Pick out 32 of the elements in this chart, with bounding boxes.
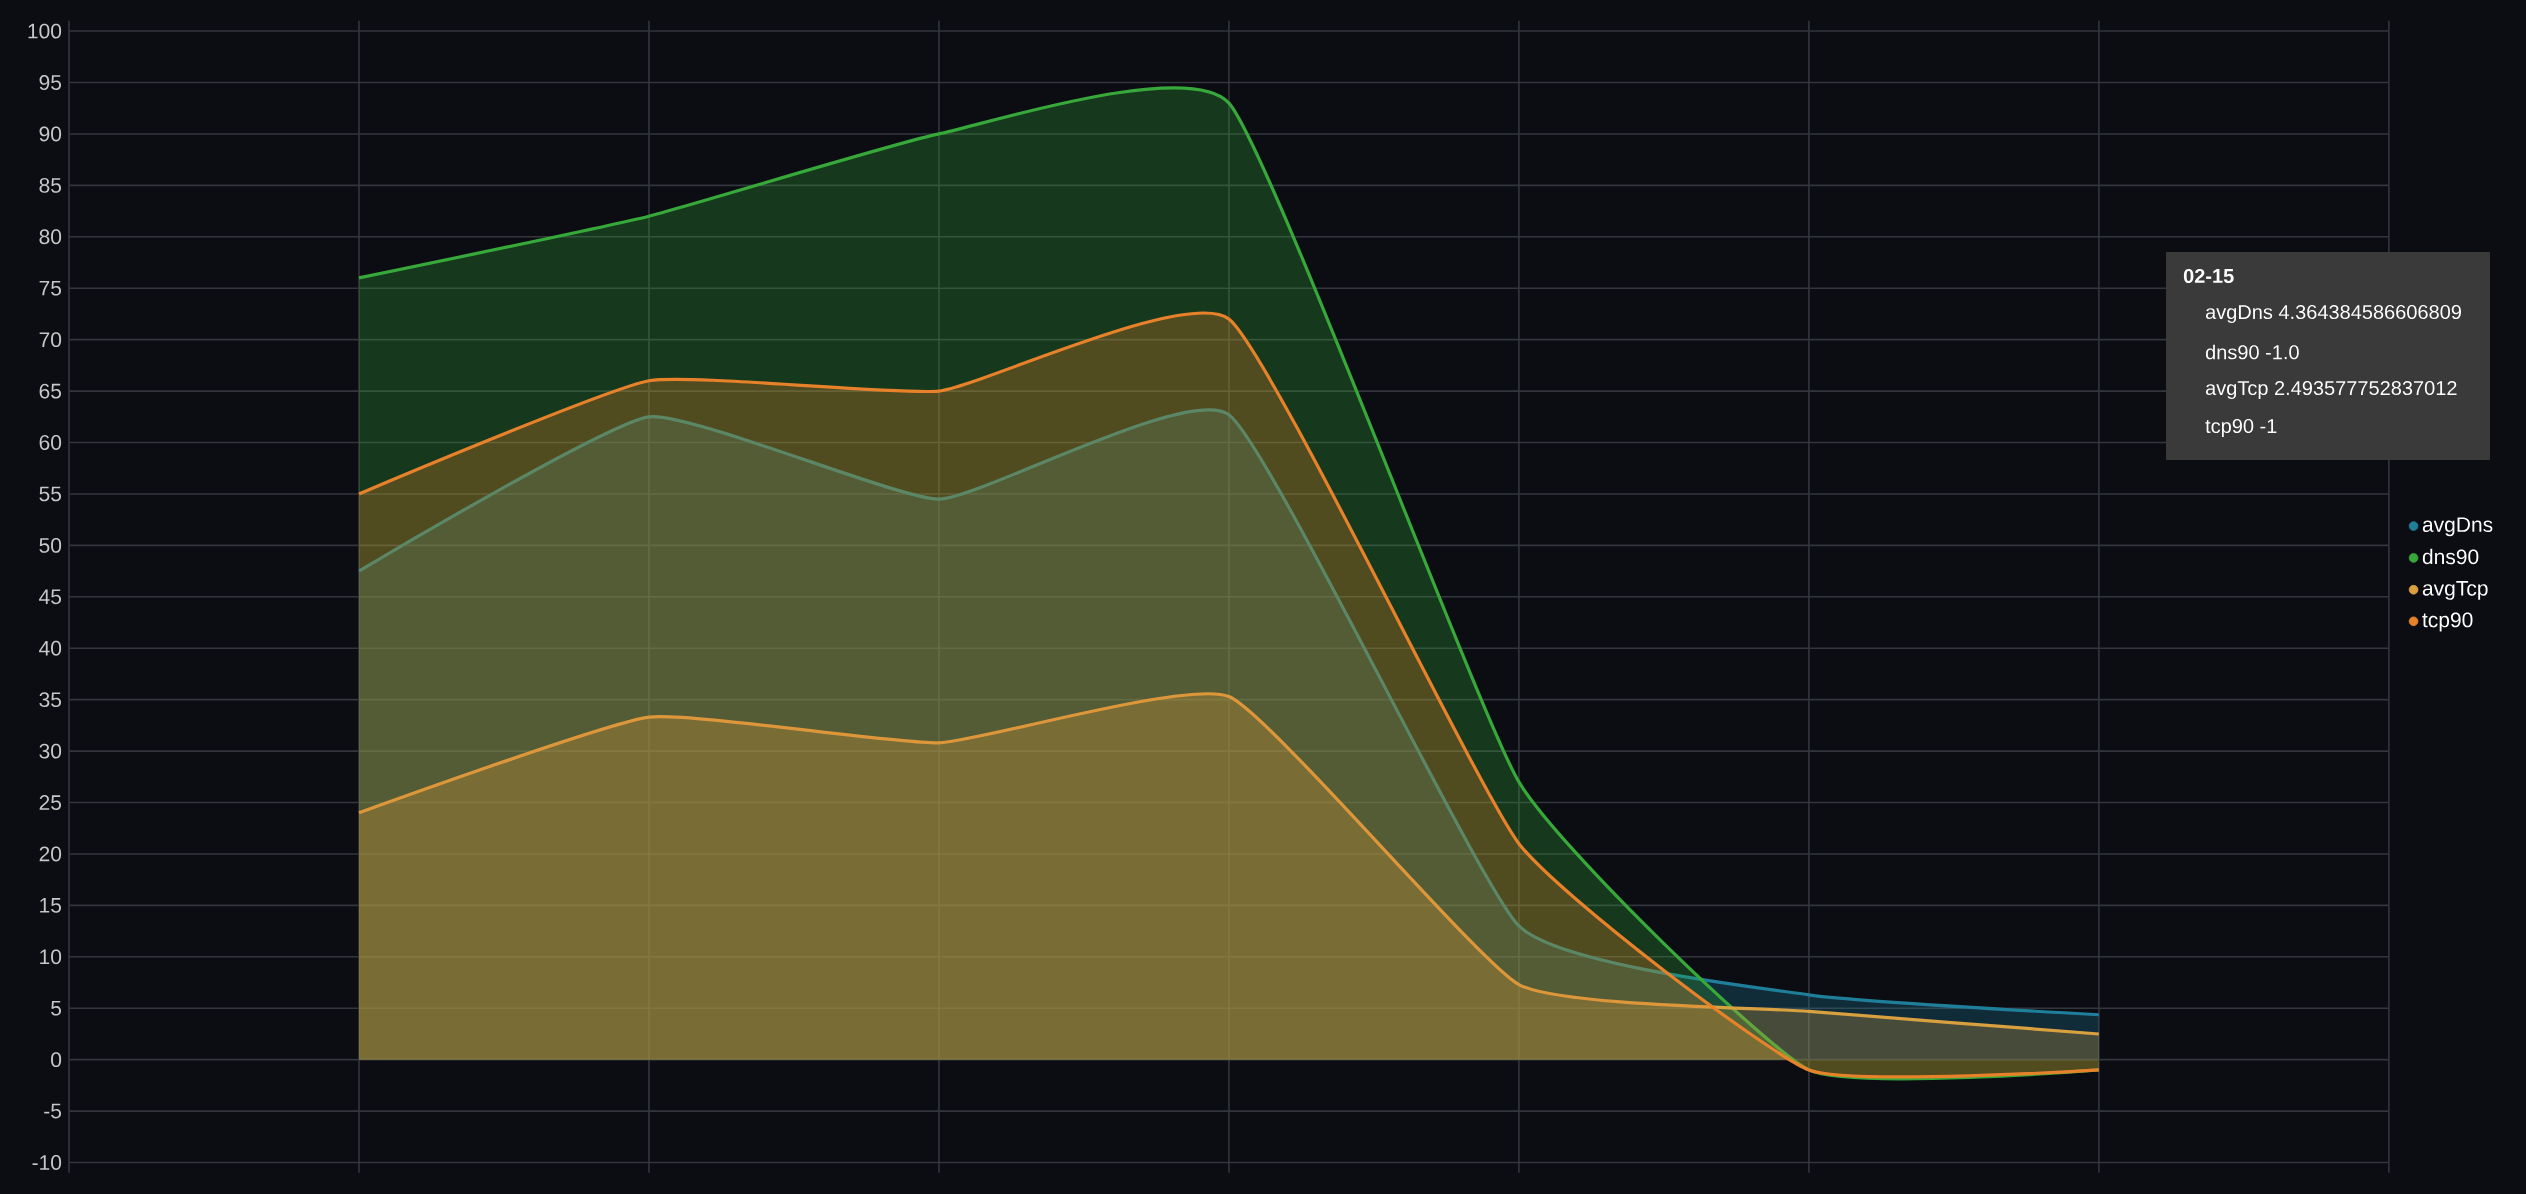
y-tick-label: 70	[39, 332, 62, 348]
y-tick-label: 50	[39, 537, 62, 553]
y-tick-label: 35	[39, 692, 62, 708]
y-tick-label: 85	[39, 177, 62, 193]
y-tick-label: 55	[39, 486, 62, 502]
y-tick-label: -10	[32, 1155, 62, 1170]
y-tick-label: 60	[39, 435, 62, 450]
y-tick-label: -5	[44, 1103, 62, 1119]
y-tick-label: 75	[39, 280, 62, 296]
y-tick-label: 80	[39, 229, 62, 245]
y-tick-label: 40	[39, 640, 62, 656]
annotation: avgTcp 2.493577752837012	[2205, 380, 2457, 400]
legend-label: dns90	[2422, 548, 2479, 565]
y-tick-label: 30	[39, 743, 62, 759]
legend-label: avgTcp	[2422, 581, 2488, 600]
y-tick-label: 0	[51, 1052, 62, 1068]
annotation: dns90 -1.0	[2205, 344, 2299, 360]
y-tick-label: 20	[39, 846, 62, 862]
legend-label: avgDns	[2422, 517, 2493, 537]
y-tick-label: 5	[51, 1000, 62, 1016]
y-tick-label: 100	[28, 23, 62, 39]
y-tick-label: 45	[39, 589, 62, 605]
y-tick-label: 15	[40, 898, 62, 913]
annotation: tcp90 -1	[2205, 418, 2277, 438]
y-tick-label: 65	[39, 383, 62, 399]
annotation: 02-15	[2183, 268, 2234, 284]
y-tick-label: 10	[40, 949, 62, 965]
y-tick-label: 25	[39, 795, 62, 810]
legend-label: tcp90	[2422, 612, 2473, 632]
annotation: avgDns 4.364384586606809	[2205, 304, 2461, 324]
y-tick-label: 90	[39, 126, 62, 142]
y-tick-label: 95	[39, 75, 62, 90]
